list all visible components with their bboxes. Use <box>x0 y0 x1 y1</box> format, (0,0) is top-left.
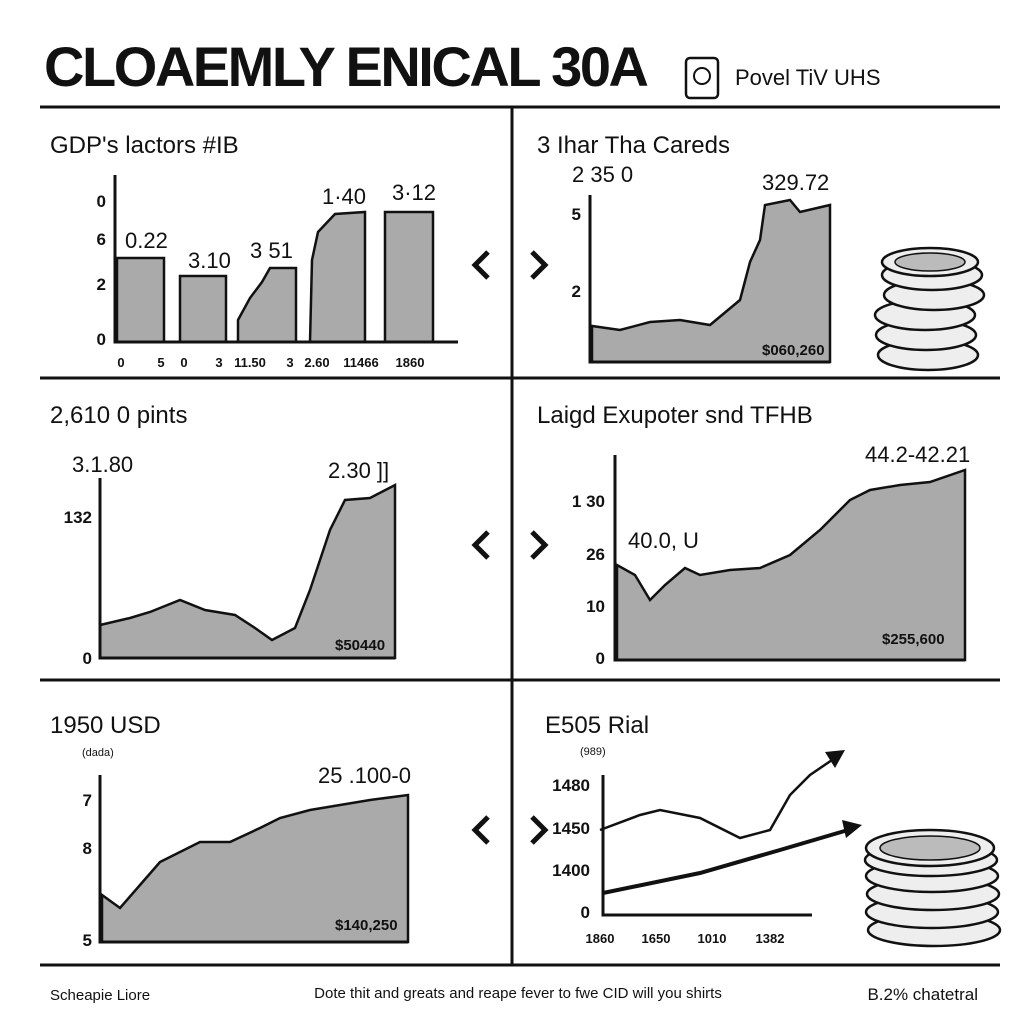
footer-right: B.2% chatetral <box>867 985 978 1004</box>
y-label: 0 <box>83 649 92 668</box>
y-label: 2 <box>97 275 106 294</box>
x-label: 3 <box>286 355 293 370</box>
annotation: 2.30 ]] <box>328 458 389 483</box>
annotation: 3 51 <box>250 238 293 263</box>
annotation: 2 35 0 <box>572 162 633 187</box>
y-label: 0 <box>596 649 605 668</box>
y-label: 26 <box>586 545 605 564</box>
arrowhead <box>825 750 845 768</box>
annotation: 3·12 <box>392 180 436 205</box>
grid-frame <box>40 105 1000 967</box>
y-label: 0 <box>97 192 106 211</box>
line-graphic <box>599 758 833 840</box>
annotation: 3.10 <box>188 248 231 273</box>
y-label: 1480 <box>552 776 590 795</box>
axis <box>98 478 395 660</box>
arrowhead <box>842 820 862 838</box>
x-label: 11466 <box>343 355 378 370</box>
y-label: 2 <box>572 282 581 301</box>
area-graphic <box>615 468 967 662</box>
coin-stack <box>863 828 1002 948</box>
axis <box>588 195 830 364</box>
annotation: $060,260 <box>762 342 825 359</box>
annotation: (989) <box>580 746 606 758</box>
y-label: 1 30 <box>572 492 605 511</box>
y-label: 7 <box>83 791 92 810</box>
annotation: 0.22 <box>125 228 168 253</box>
y-label: 1400 <box>552 861 590 880</box>
y-label: 6 <box>97 230 106 249</box>
axis <box>98 775 408 944</box>
x-label: 1382 <box>756 931 785 946</box>
annotation: $50440 <box>335 637 385 654</box>
annotation: $140,250 <box>335 917 398 934</box>
panel-title: Laigd Exupoter snd TFHB <box>537 402 813 429</box>
annotation: 3.1.80 <box>72 452 133 477</box>
chevrons <box>471 250 549 845</box>
x-label: 1860 <box>586 931 615 946</box>
axis <box>113 175 458 344</box>
annotation: (dada) <box>82 747 114 759</box>
y-label: 1450 <box>552 819 590 838</box>
area-graphic <box>590 198 832 364</box>
annotation: 40.0, U <box>628 528 699 553</box>
panel-title: 1950 USD <box>50 712 161 739</box>
x-label: 1010 <box>698 931 727 946</box>
bar-graphic <box>115 210 435 344</box>
page-title: CLOAEMLY ENICAL 30A <box>44 35 649 98</box>
x-label: 0 <box>117 355 124 370</box>
footer-left: Scheapie Liore <box>50 987 150 1004</box>
y-label: 8 <box>83 839 92 858</box>
annotation: 1·40 <box>322 184 366 209</box>
annotation: 44.2-42.21 <box>865 442 970 467</box>
panel-title: GDP's lactors #IB <box>50 132 239 159</box>
footer-center: Dote thit and greats and reape fever to … <box>314 985 722 1002</box>
x-label: 1650 <box>642 931 671 946</box>
line-graphic <box>602 828 849 895</box>
y-label: 0 <box>581 903 590 922</box>
panel-title: E505 Rial <box>545 712 649 739</box>
panel-title: 3 Ihar Tha Careds <box>537 132 730 159</box>
page-subtitle: Povel TiV UHS <box>735 65 881 90</box>
axis <box>613 455 965 662</box>
x-label: 5 <box>157 355 164 370</box>
y-label: 5 <box>572 205 581 224</box>
y-label: 132 <box>64 508 92 527</box>
panel-title: 2,610 0 pints <box>50 402 187 429</box>
coin-stack <box>873 246 986 372</box>
x-label: 1860 <box>396 355 425 370</box>
y-label: 5 <box>83 931 92 950</box>
annotation: 25 .100-0 <box>318 763 411 788</box>
annotation: $255,600 <box>882 631 945 648</box>
icon <box>684 56 720 100</box>
x-label: 3 <box>215 355 222 370</box>
area-graphic <box>98 482 397 660</box>
y-label: 0 <box>97 330 106 349</box>
x-label: 0 <box>180 355 187 370</box>
y-label: 10 <box>586 597 605 616</box>
x-label: 2.60 <box>304 355 329 370</box>
area-graphic <box>100 793 410 944</box>
axis <box>601 775 812 917</box>
annotation: 329.72 <box>762 170 829 195</box>
x-label: 11.50 <box>234 355 266 370</box>
